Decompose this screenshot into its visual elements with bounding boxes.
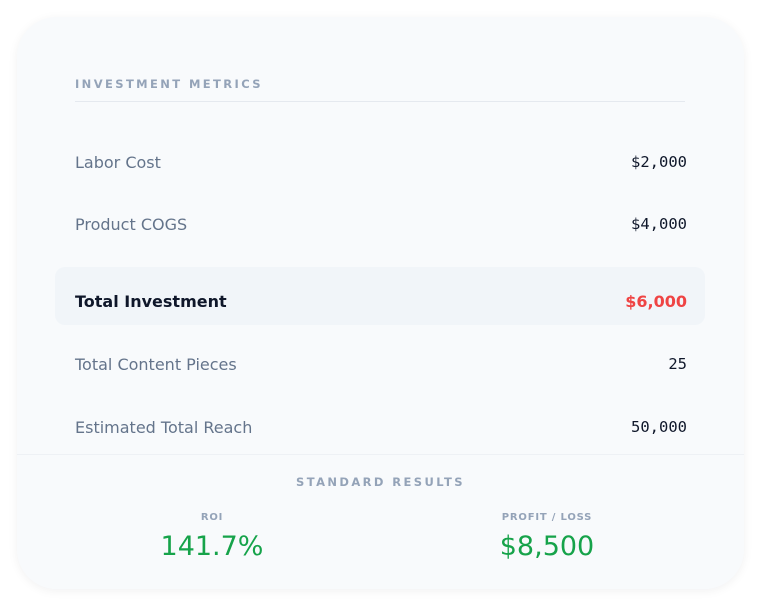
total-investment-value: $6,000: [625, 291, 687, 311]
metric-row-total-investment: Total Investment $6,000: [75, 281, 687, 321]
metric-label: Total Content Pieces: [75, 354, 237, 374]
profit-loss-metric: PROFIT / LOSS $8,500: [447, 512, 647, 562]
profit-loss-value: $8,500: [499, 531, 595, 562]
total-investment-label: Total Investment: [75, 291, 227, 311]
investment-metrics-card: INVESTMENT METRICS Labor Cost $2,000 Pro…: [17, 17, 744, 589]
metric-value: $4,000: [631, 215, 687, 233]
metric-value: 25: [668, 355, 687, 373]
divider: [75, 101, 685, 102]
results-title: STANDARD RESULTS: [296, 475, 465, 489]
metric-label: Product COGS: [75, 214, 188, 234]
total-investment-highlight: [55, 267, 705, 325]
standard-results-panel: STANDARD RESULTS ROI 141.7% PROFIT / LOS…: [17, 454, 744, 589]
metric-label: Labor Cost: [75, 152, 161, 172]
metric-row-labor-cost: Labor Cost $2,000: [75, 142, 687, 182]
profit-loss-label: PROFIT / LOSS: [501, 512, 593, 523]
roi-value: 141.7%: [160, 531, 264, 562]
roi-metric: ROI 141.7%: [112, 512, 312, 562]
section-title: INVESTMENT METRICS: [75, 77, 263, 91]
metric-row-product-cogs: Product COGS $4,000: [75, 204, 687, 244]
metric-row-total-content-pieces: Total Content Pieces 25: [75, 344, 687, 384]
metric-row-estimated-total-reach: Estimated Total Reach 50,000: [75, 407, 687, 447]
metric-value: 50,000: [631, 418, 687, 436]
metric-label: Estimated Total Reach: [75, 417, 253, 437]
metric-value: $2,000: [631, 153, 687, 171]
roi-label: ROI: [200, 512, 224, 523]
